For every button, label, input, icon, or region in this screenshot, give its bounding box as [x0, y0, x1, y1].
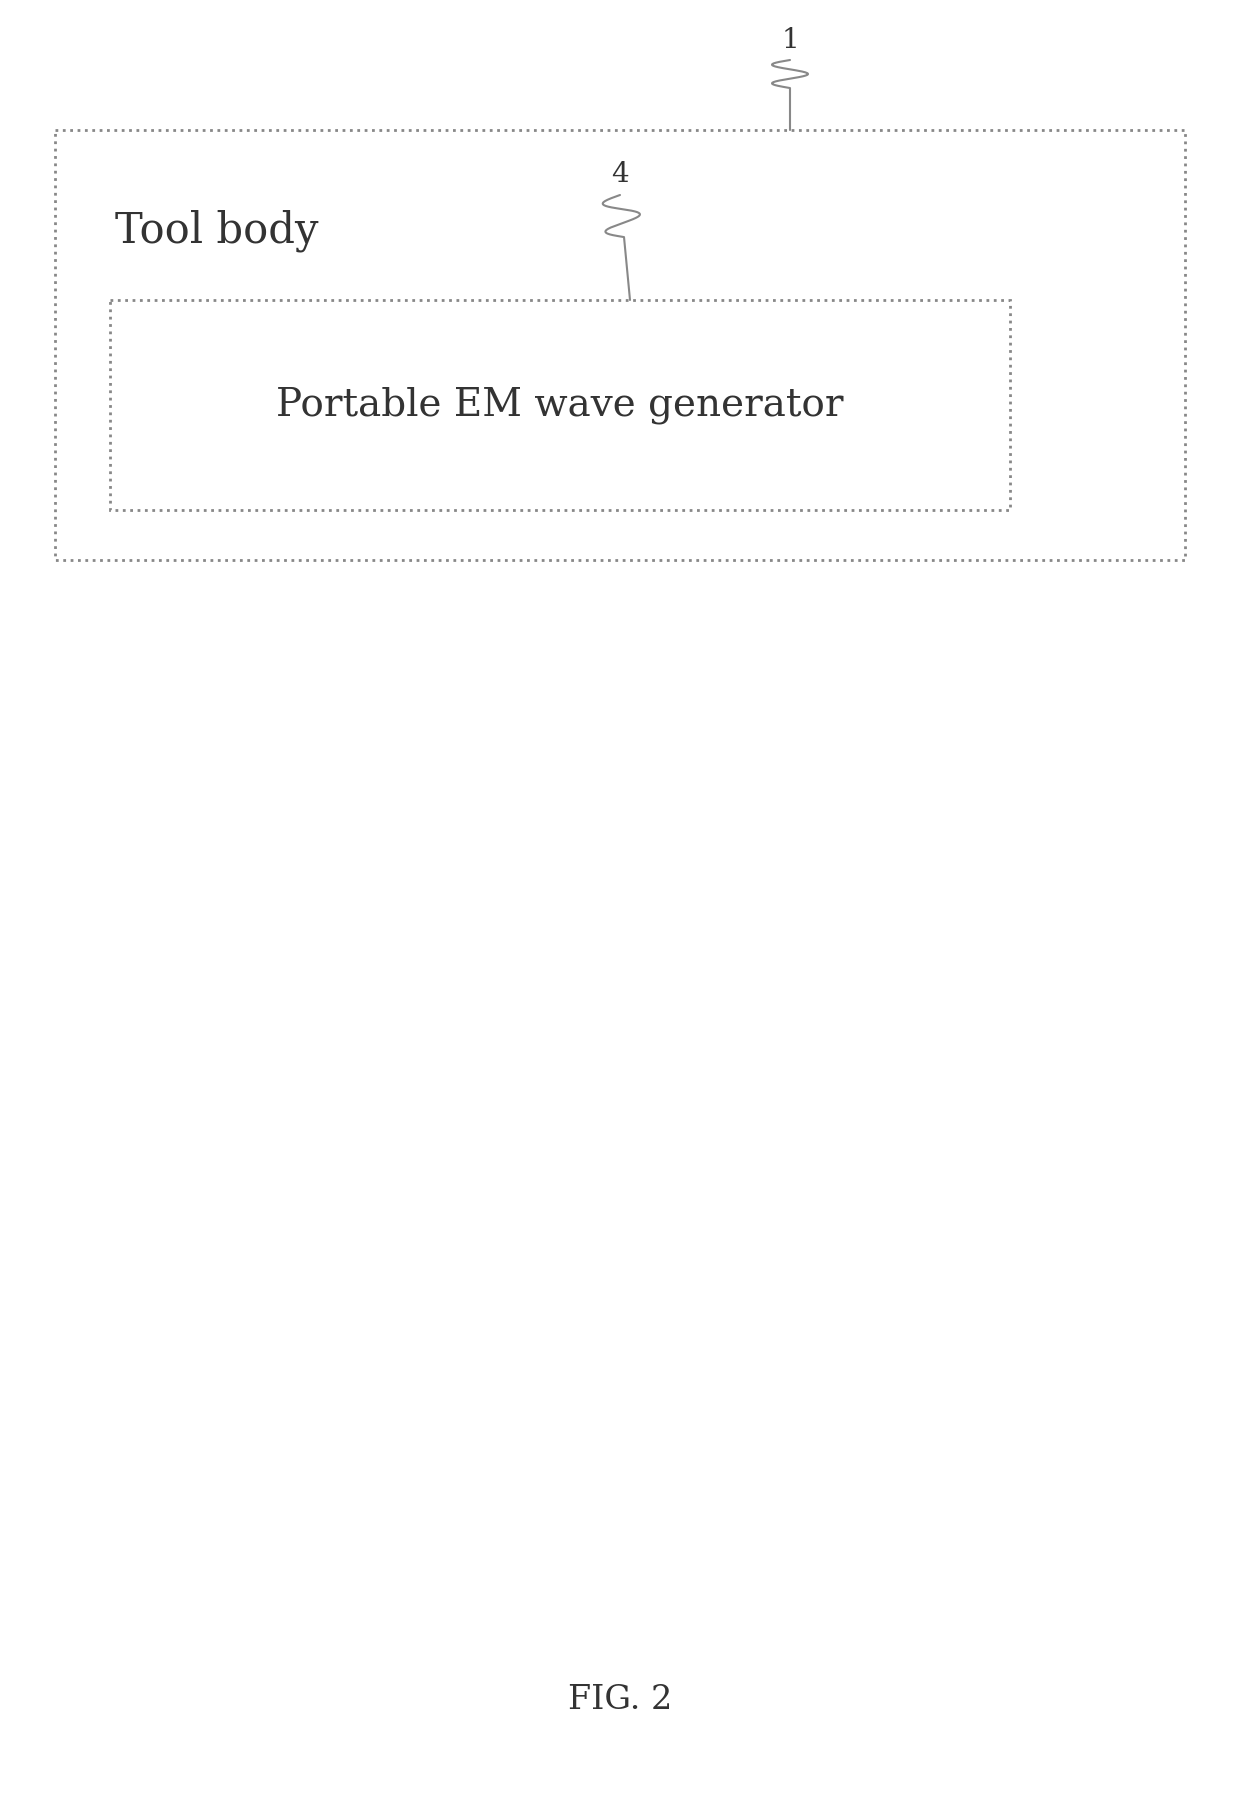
Text: FIG. 2: FIG. 2 — [568, 1685, 672, 1715]
Bar — [55, 129, 1185, 559]
Text: 1: 1 — [781, 27, 799, 54]
Bar — [110, 300, 1011, 511]
Text: Portable EM wave generator: Portable EM wave generator — [277, 387, 843, 424]
Text: 4: 4 — [611, 162, 629, 189]
Text: Tool body: Tool body — [115, 210, 319, 252]
